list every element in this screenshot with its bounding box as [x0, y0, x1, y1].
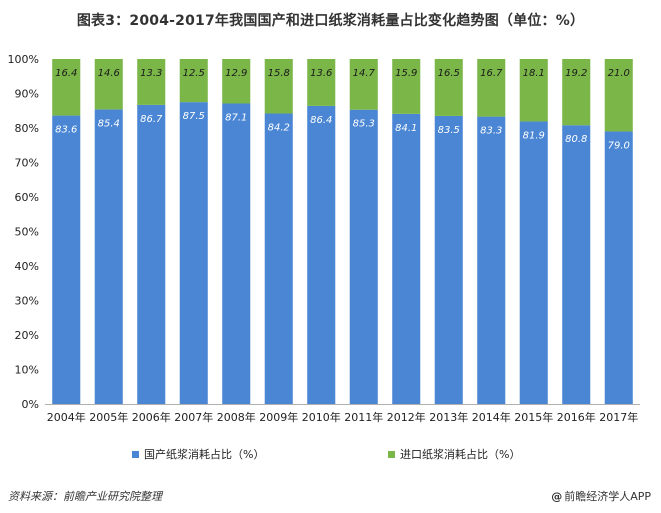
data-label: 83.6: [55, 125, 77, 136]
y-tick-label: 40%: [15, 260, 39, 273]
data-label: 16.4: [55, 68, 77, 79]
y-tick-label: 100%: [8, 53, 39, 66]
x-tick-label: 2013年: [429, 410, 468, 424]
y-tick-label: 80%: [15, 122, 39, 135]
x-tick-label: 2009年: [259, 410, 298, 424]
data-label: 15.9: [395, 68, 417, 79]
legend-swatch: [132, 451, 139, 458]
data-label: 85.4: [98, 118, 120, 129]
data-label: 12.5: [183, 68, 205, 79]
source-note: 资料来源：前瞻产业研究院整理: [8, 490, 162, 503]
data-label: 79.0: [608, 140, 630, 151]
bar-imported: [137, 59, 166, 105]
bar-domestic: [179, 102, 208, 404]
data-label: 14.6: [98, 68, 120, 79]
y-tick-label: 50%: [15, 226, 39, 239]
x-tick-label: 2006年: [132, 410, 171, 424]
y-axis: 0% 10% 20% 30% 40% 50% 60% 70% 80% 90% 100%: [8, 53, 39, 411]
y-tick-label: 0%: [22, 398, 39, 411]
x-tick-label: 2010年: [302, 410, 341, 424]
bar-imported: [519, 59, 548, 122]
bar-imported: [604, 59, 633, 132]
data-label: 83.3: [480, 126, 502, 137]
bar-imported: [307, 59, 336, 106]
data-label: 12.9: [225, 68, 247, 79]
data-label: 80.8: [565, 134, 587, 145]
x-tick-label: 2005年: [89, 410, 128, 424]
bar-domestic: [434, 115, 463, 405]
bar-domestic: [477, 116, 506, 405]
bar-domestic: [137, 104, 166, 404]
bar-imported: [562, 59, 591, 126]
bar-domestic: [349, 109, 378, 404]
bar-domestic: [519, 121, 548, 404]
bar-imported: [94, 59, 123, 110]
chart-title: 图表3：2004-2017年我国国产和进口纸浆消耗量占比变化趋势图（单位：%）: [76, 13, 585, 29]
bar-imported: [392, 59, 421, 114]
brand-credit: @ 前瞻经济学人APP: [551, 488, 651, 504]
x-tick-label: 2017年: [599, 410, 638, 424]
bar-domestic: [307, 105, 336, 405]
bar-imported: [52, 59, 81, 116]
data-label: 21.0: [608, 68, 630, 79]
bar-imported: [477, 59, 506, 117]
data-label: 16.7: [480, 68, 503, 79]
bar-imported: [222, 59, 251, 104]
data-label: 81.9: [523, 130, 545, 141]
data-label: 14.7: [353, 68, 376, 79]
data-label: 13.6: [310, 68, 332, 79]
x-tick-label: 2016年: [557, 410, 596, 424]
bar-domestic: [52, 115, 81, 404]
bar-domestic: [392, 113, 421, 404]
y-tick-label: 20%: [15, 329, 39, 342]
legend-label: 国产纸浆消耗占比（%）: [144, 447, 264, 461]
y-tick-label: 10%: [15, 364, 39, 377]
data-label: 86.4: [310, 115, 332, 126]
data-label: 84.2: [268, 123, 290, 134]
data-label: 87.1: [225, 113, 247, 124]
data-label: 85.3: [353, 119, 375, 130]
data-label: 83.5: [438, 125, 460, 136]
y-tick-label: 60%: [15, 191, 39, 204]
bar-imported: [179, 59, 208, 103]
data-label: 87.5: [183, 111, 205, 122]
data-label: 13.3: [140, 68, 162, 79]
x-tick-label: 2008年: [217, 410, 256, 424]
y-tick-label: 90%: [15, 88, 39, 101]
bar-domestic: [562, 125, 591, 405]
bars: 83.6 16.4 85.4 14.6 86.7 13.3 87.5 12.5 87.1 12.9…: [52, 59, 633, 405]
bar-imported: [349, 59, 378, 110]
data-label: 15.8: [268, 68, 290, 79]
brand-name: 前瞻经济学人APP: [564, 490, 651, 503]
bar-domestic: [94, 109, 123, 405]
bar-domestic: [604, 131, 633, 404]
legend-swatch: [388, 451, 395, 458]
bar-imported: [434, 59, 463, 116]
at-icon: @: [551, 490, 563, 503]
x-tick-label: 2014年: [472, 410, 511, 424]
x-axis: 2004年 2005年 2006年 2007年 2008年 2009年 2010年 2011年…: [45, 404, 640, 424]
data-label: 16.5: [438, 68, 460, 79]
data-label: 19.2: [565, 68, 587, 79]
data-label: 84.1: [395, 123, 417, 134]
legend-label: 进口纸浆消耗占比（%）: [400, 447, 520, 461]
x-tick-label: 2007年: [174, 410, 213, 424]
bar-domestic: [222, 103, 251, 404]
bar-domestic: [264, 113, 293, 404]
x-tick-label: 2012年: [387, 410, 426, 424]
data-label: 18.1: [523, 68, 545, 79]
legend: 国产纸浆消耗占比（%） 进口纸浆消耗占比（%）: [132, 447, 520, 461]
bar-imported: [264, 59, 293, 114]
y-tick-label: 70%: [15, 157, 39, 170]
x-tick-label: 2004年: [47, 410, 86, 424]
y-tick-label: 30%: [15, 295, 39, 308]
x-tick-label: 2011年: [344, 410, 383, 424]
x-tick-label: 2015年: [514, 410, 553, 424]
data-label: 86.7: [140, 114, 163, 125]
